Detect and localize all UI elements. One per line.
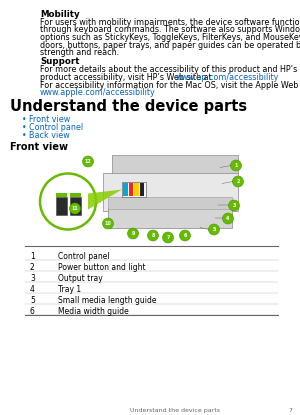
Circle shape xyxy=(208,224,220,235)
Circle shape xyxy=(179,230,191,241)
Text: Front view: Front view xyxy=(29,115,70,124)
Text: 8: 8 xyxy=(151,233,155,238)
Bar xyxy=(128,183,133,196)
Text: •: • xyxy=(22,132,26,141)
Text: Understand the device parts: Understand the device parts xyxy=(10,100,247,115)
Circle shape xyxy=(229,200,239,211)
Circle shape xyxy=(40,173,96,229)
Text: 6: 6 xyxy=(183,233,187,238)
Text: through keyboard commands. The software also supports Windows accessibility: through keyboard commands. The software … xyxy=(40,25,300,34)
Text: Mobility: Mobility xyxy=(40,10,80,19)
Text: Back view: Back view xyxy=(29,132,70,141)
Text: 6: 6 xyxy=(30,307,35,316)
Bar xyxy=(123,183,127,196)
Text: 2: 2 xyxy=(30,263,35,272)
Text: product accessibility, visit HP’s Web site at: product accessibility, visit HP’s Web si… xyxy=(40,73,214,82)
Text: 5: 5 xyxy=(30,296,35,305)
Text: 10: 10 xyxy=(105,221,111,226)
Bar xyxy=(56,198,67,215)
Circle shape xyxy=(128,228,139,239)
Text: 9: 9 xyxy=(131,231,135,236)
Text: strength and reach.: strength and reach. xyxy=(40,48,119,57)
Circle shape xyxy=(70,203,80,214)
Text: 4: 4 xyxy=(30,285,35,294)
Text: 3: 3 xyxy=(232,203,236,208)
Polygon shape xyxy=(103,173,238,212)
Text: Small media length guide: Small media length guide xyxy=(58,296,157,305)
Polygon shape xyxy=(108,198,232,210)
Text: Front view: Front view xyxy=(10,142,68,152)
Circle shape xyxy=(232,176,244,187)
Text: 4: 4 xyxy=(226,216,230,221)
Bar xyxy=(122,183,146,198)
Text: •: • xyxy=(22,124,26,132)
Text: For accessibility information for the Mac OS, visit the Apple Web site at: For accessibility information for the Ma… xyxy=(40,81,300,90)
Bar xyxy=(56,193,67,198)
Circle shape xyxy=(82,156,94,167)
Text: 1: 1 xyxy=(30,252,35,261)
Circle shape xyxy=(230,160,242,171)
Bar xyxy=(140,183,144,196)
Circle shape xyxy=(223,213,233,224)
Text: doors, buttons, paper trays, and paper guides can be operated by users with limi: doors, buttons, paper trays, and paper g… xyxy=(40,41,300,49)
Text: Control panel: Control panel xyxy=(29,124,83,132)
Text: Power button and light: Power button and light xyxy=(58,263,146,272)
Text: Support: Support xyxy=(40,58,80,66)
Text: •: • xyxy=(22,115,26,124)
Circle shape xyxy=(103,218,113,229)
Polygon shape xyxy=(108,208,232,229)
Bar xyxy=(70,193,80,198)
Text: For users with mobility impairments, the device software functions can be execut: For users with mobility impairments, the… xyxy=(40,18,300,27)
Text: For more details about the accessibility of this product and HP’s commitment to: For more details about the accessibility… xyxy=(40,66,300,75)
Circle shape xyxy=(148,230,158,241)
Polygon shape xyxy=(112,156,238,176)
Text: 3: 3 xyxy=(30,274,35,283)
Circle shape xyxy=(163,232,173,243)
Bar xyxy=(70,198,80,215)
Text: 11: 11 xyxy=(72,206,78,211)
Text: 5: 5 xyxy=(212,227,216,232)
Text: Tray 1: Tray 1 xyxy=(58,285,81,294)
Text: 7: 7 xyxy=(166,235,170,240)
Text: 12: 12 xyxy=(85,159,92,164)
Text: 7: 7 xyxy=(288,408,292,413)
Text: www.apple.com/accessibility: www.apple.com/accessibility xyxy=(40,88,156,97)
Bar xyxy=(134,183,139,196)
Polygon shape xyxy=(88,190,122,210)
Text: Media width guide: Media width guide xyxy=(58,307,129,316)
Text: 2: 2 xyxy=(236,179,240,184)
Text: 1: 1 xyxy=(234,163,238,168)
Text: Output tray: Output tray xyxy=(58,274,103,283)
Text: Control panel: Control panel xyxy=(58,252,110,261)
Text: www.hp.com/accessibility: www.hp.com/accessibility xyxy=(176,73,279,82)
Text: Understand the device parts: Understand the device parts xyxy=(130,408,220,413)
Text: options such as StickyKeys, ToggleKeys, FilterKeys, and MouseKeys. The device: options such as StickyKeys, ToggleKeys, … xyxy=(40,33,300,42)
